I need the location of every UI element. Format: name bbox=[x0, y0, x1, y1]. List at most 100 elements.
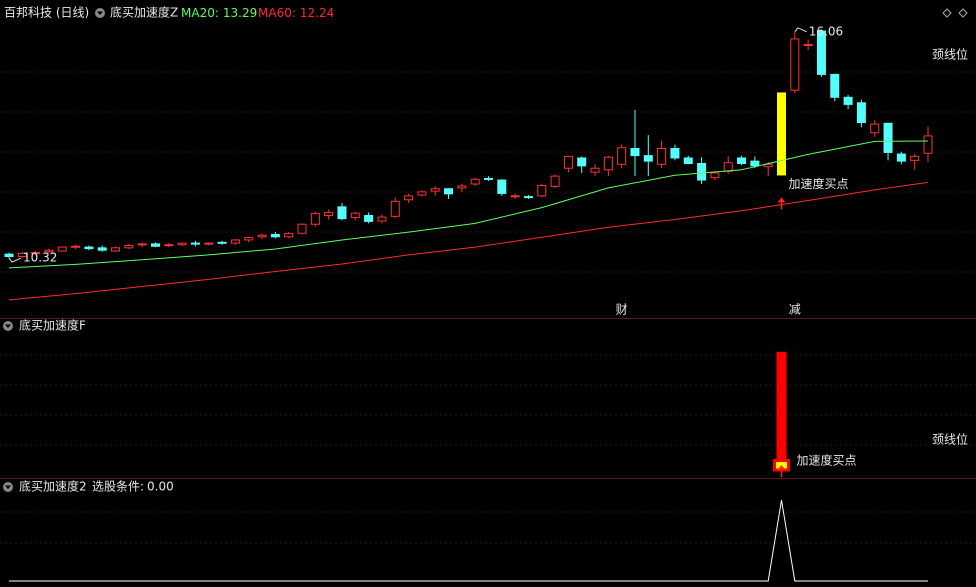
candle-body bbox=[577, 157, 587, 167]
candle-body bbox=[230, 239, 240, 244]
candle-body bbox=[803, 43, 813, 46]
candle-body bbox=[31, 252, 41, 255]
candle-body bbox=[883, 122, 893, 153]
signal-arrow-head bbox=[777, 465, 786, 470]
candle-body bbox=[523, 196, 533, 199]
candle-body bbox=[790, 38, 800, 91]
candle-body bbox=[497, 179, 507, 194]
candle-body bbox=[204, 242, 214, 245]
candle-body bbox=[643, 155, 653, 162]
candle-body bbox=[97, 247, 107, 251]
ma-line bbox=[8, 140, 929, 269]
candle-body bbox=[683, 157, 693, 164]
candle-body bbox=[843, 96, 853, 105]
condition-label: 选股条件: bbox=[92, 480, 144, 494]
candle-body bbox=[483, 177, 493, 180]
ma-line bbox=[8, 181, 929, 301]
candle-body bbox=[670, 148, 680, 159]
candle-body bbox=[217, 241, 227, 244]
legend-name: MA60: bbox=[258, 6, 296, 20]
legend-entry: MA20: 13.29 bbox=[181, 6, 257, 20]
candle-body bbox=[923, 135, 933, 154]
candle-body bbox=[457, 185, 467, 189]
candle-body bbox=[244, 237, 254, 241]
candle-body bbox=[284, 233, 294, 238]
candle-body bbox=[816, 30, 826, 75]
candle-body bbox=[856, 102, 866, 124]
candle-body bbox=[444, 188, 454, 195]
candle-body bbox=[763, 163, 773, 168]
candle-body bbox=[630, 148, 640, 157]
candle-body bbox=[350, 212, 360, 218]
candle-body bbox=[324, 211, 334, 217]
candle-body bbox=[377, 216, 387, 222]
candle-body bbox=[430, 188, 440, 192]
candle-body bbox=[257, 234, 267, 238]
candle-body bbox=[870, 123, 880, 134]
candle-body bbox=[164, 244, 174, 247]
collapse-icon-arrow bbox=[5, 485, 11, 489]
candle-body bbox=[617, 147, 627, 165]
legend-value: 12.24 bbox=[300, 6, 334, 20]
candle-body bbox=[44, 249, 54, 253]
candle-body bbox=[537, 185, 547, 197]
candle-body bbox=[71, 245, 81, 248]
min-pointer bbox=[8, 257, 22, 263]
neckline-label: 颈线位 bbox=[932, 432, 968, 447]
event-marker: 减 bbox=[789, 303, 801, 317]
candle-body bbox=[590, 167, 600, 173]
signal-arrow-head bbox=[777, 197, 786, 203]
candle-body bbox=[364, 215, 374, 222]
condition-value: 0.00 bbox=[147, 480, 174, 494]
candle-body bbox=[550, 175, 560, 187]
candle-body bbox=[697, 162, 707, 181]
candle-body bbox=[111, 247, 121, 252]
candle-body bbox=[710, 172, 720, 179]
candle-body bbox=[404, 195, 414, 201]
indicator-title: 底买加速度F bbox=[19, 318, 86, 333]
candle-body bbox=[57, 246, 67, 252]
event-marker: 财 bbox=[616, 303, 628, 317]
collapse-icon-arrow bbox=[5, 324, 11, 328]
candle-body bbox=[124, 244, 134, 249]
candle-body bbox=[297, 223, 307, 234]
max-label: 16.06 bbox=[809, 24, 843, 38]
candle-body bbox=[151, 243, 161, 247]
candle-body bbox=[390, 200, 400, 217]
candle-body bbox=[84, 246, 94, 250]
candle-body bbox=[776, 92, 786, 176]
candle-body bbox=[177, 242, 187, 246]
neckline-label: 颈线位 bbox=[932, 47, 968, 62]
signal-label: 加速度买点 bbox=[796, 453, 856, 468]
indicator-line bbox=[9, 500, 928, 582]
candle-body bbox=[310, 213, 320, 225]
candle-body bbox=[337, 206, 347, 220]
indicator-title: 底买加速度2 bbox=[19, 479, 87, 494]
candle-body bbox=[723, 162, 733, 172]
legend-value: 13.29 bbox=[223, 6, 257, 20]
candle-body bbox=[657, 148, 667, 165]
candle-body bbox=[137, 243, 147, 246]
collapse-icon-arrow bbox=[97, 11, 103, 15]
candle-body bbox=[270, 233, 280, 238]
candle-body bbox=[190, 242, 200, 245]
candle-body bbox=[603, 156, 613, 171]
candle-body bbox=[896, 153, 906, 162]
candle-body bbox=[750, 160, 760, 167]
legend-entry: MA60: 12.24 bbox=[258, 6, 334, 20]
candle-body bbox=[563, 155, 573, 169]
bar bbox=[776, 351, 787, 470]
min-label: 10.32 bbox=[23, 251, 57, 265]
candle-body bbox=[417, 191, 427, 196]
candle-body bbox=[830, 73, 840, 98]
chart-title: 百邦科技 (日线) bbox=[4, 6, 89, 20]
window-icon[interactable] bbox=[942, 8, 952, 18]
candle-body bbox=[470, 178, 480, 185]
indicator-title: 底买加速度Z bbox=[110, 5, 178, 20]
signal-label: 加速度买点 bbox=[788, 176, 848, 191]
window-icon[interactable] bbox=[958, 8, 968, 18]
candle-body bbox=[4, 253, 14, 258]
candle-body bbox=[737, 157, 747, 164]
